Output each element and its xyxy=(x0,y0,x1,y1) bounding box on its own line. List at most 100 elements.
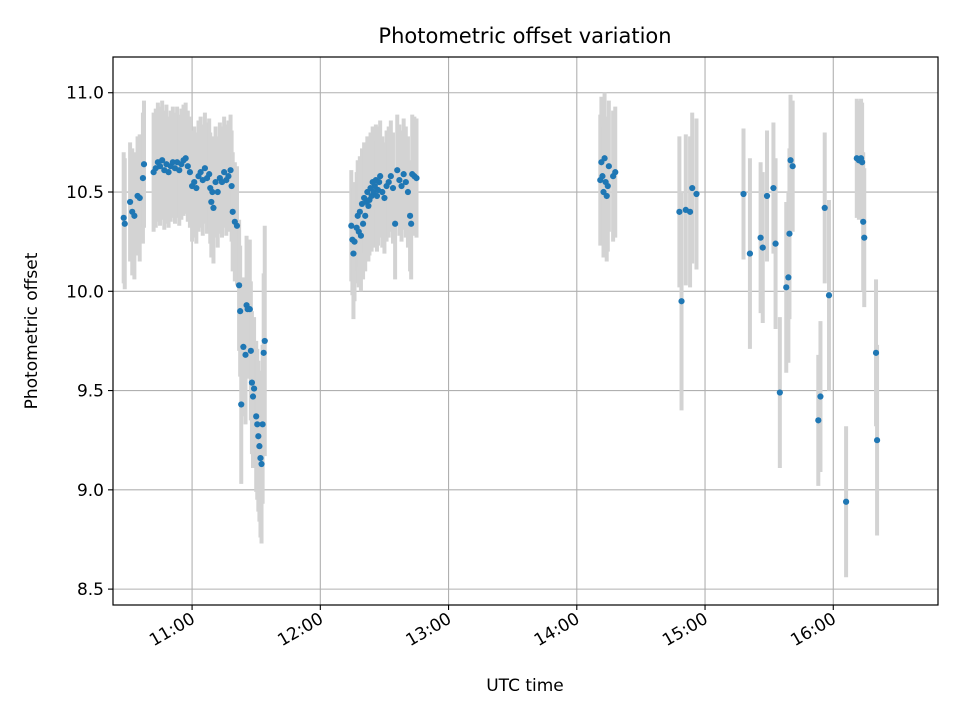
data-point xyxy=(676,208,683,215)
data-point xyxy=(221,169,228,176)
data-point xyxy=(201,165,209,172)
data-point xyxy=(120,214,127,221)
data-point xyxy=(356,208,363,215)
data-point xyxy=(825,292,833,299)
data-point xyxy=(165,169,172,176)
data-point xyxy=(394,167,401,174)
data-point xyxy=(365,202,372,210)
data-point xyxy=(197,169,204,176)
data-point xyxy=(389,184,397,192)
data-point xyxy=(255,433,262,440)
data-point xyxy=(375,178,383,186)
data-point xyxy=(599,173,606,180)
data-point xyxy=(250,385,258,392)
data-point xyxy=(238,401,245,408)
data-point xyxy=(258,460,265,468)
y-tick-label: 10.0 xyxy=(66,282,104,302)
data-point xyxy=(392,220,399,227)
data-point xyxy=(759,244,766,251)
data-point xyxy=(176,167,183,174)
plot-frame xyxy=(112,56,939,606)
data-point xyxy=(402,178,409,186)
data-point xyxy=(233,222,241,229)
data-point xyxy=(757,234,764,241)
data-point xyxy=(225,173,232,180)
data-point xyxy=(789,163,796,170)
data-point xyxy=(186,169,194,176)
data-point xyxy=(785,274,792,281)
data-point xyxy=(815,417,822,424)
data-points xyxy=(120,155,881,505)
data-point xyxy=(861,234,868,241)
data-point xyxy=(817,393,824,400)
data-point xyxy=(381,194,388,202)
data-point xyxy=(350,250,357,257)
data-point xyxy=(387,173,394,180)
data-point xyxy=(159,157,166,164)
data-point xyxy=(362,212,369,219)
y-tick-label: 10.5 xyxy=(66,183,104,203)
data-point xyxy=(860,218,867,225)
data-point xyxy=(249,393,257,400)
data-point xyxy=(126,198,134,206)
data-point xyxy=(398,182,405,190)
data-point xyxy=(605,163,612,170)
data-point xyxy=(242,351,249,358)
data-point xyxy=(821,204,828,211)
data-point xyxy=(786,230,793,237)
x-axis-label: UTC time xyxy=(486,676,564,696)
y-axis-ticks: 8.5 9.0 9.5 10.0 10.5 11.0 xyxy=(66,84,113,600)
data-point xyxy=(248,379,256,386)
data-point xyxy=(770,184,777,192)
data-point xyxy=(357,232,365,239)
data-point xyxy=(348,222,355,229)
data-point xyxy=(208,198,215,206)
data-point xyxy=(169,159,176,166)
data-point xyxy=(140,161,148,168)
data-point xyxy=(214,188,221,196)
data-point xyxy=(859,159,866,166)
data-point xyxy=(396,177,403,184)
data-point xyxy=(121,220,128,227)
data-point xyxy=(678,298,685,305)
data-point xyxy=(601,155,608,162)
data-point xyxy=(385,178,392,186)
data-point xyxy=(873,437,881,444)
y-tick-label: 11.0 xyxy=(66,84,104,104)
y-axis-label: Photometric offset xyxy=(22,252,42,409)
data-point xyxy=(406,212,414,219)
y-tick-label: 9.0 xyxy=(77,481,104,501)
data-point xyxy=(359,220,367,227)
data-point xyxy=(131,212,138,219)
data-point xyxy=(246,306,253,313)
data-point xyxy=(191,178,198,186)
data-point xyxy=(136,194,143,202)
data-point xyxy=(193,184,200,192)
data-point xyxy=(229,208,236,215)
data-point xyxy=(404,188,412,196)
data-point xyxy=(612,169,619,176)
data-point xyxy=(237,308,244,315)
data-point xyxy=(259,421,266,428)
data-point xyxy=(182,155,189,162)
data-point xyxy=(763,192,771,200)
data-point xyxy=(604,182,611,190)
data-point xyxy=(783,284,790,291)
data-point xyxy=(377,173,384,180)
data-point xyxy=(260,349,267,356)
data-point xyxy=(787,157,794,164)
data-point xyxy=(776,389,783,396)
data-point xyxy=(603,192,610,200)
data-point xyxy=(228,182,235,190)
data-point xyxy=(240,343,247,350)
data-point xyxy=(351,238,358,245)
data-point xyxy=(139,175,147,182)
data-point xyxy=(872,349,880,356)
chart-title: Photometric offset variation xyxy=(378,24,671,48)
data-point xyxy=(254,421,261,428)
data-point xyxy=(400,171,407,178)
data-point xyxy=(257,454,264,462)
data-point xyxy=(740,190,747,198)
data-point xyxy=(253,413,260,420)
